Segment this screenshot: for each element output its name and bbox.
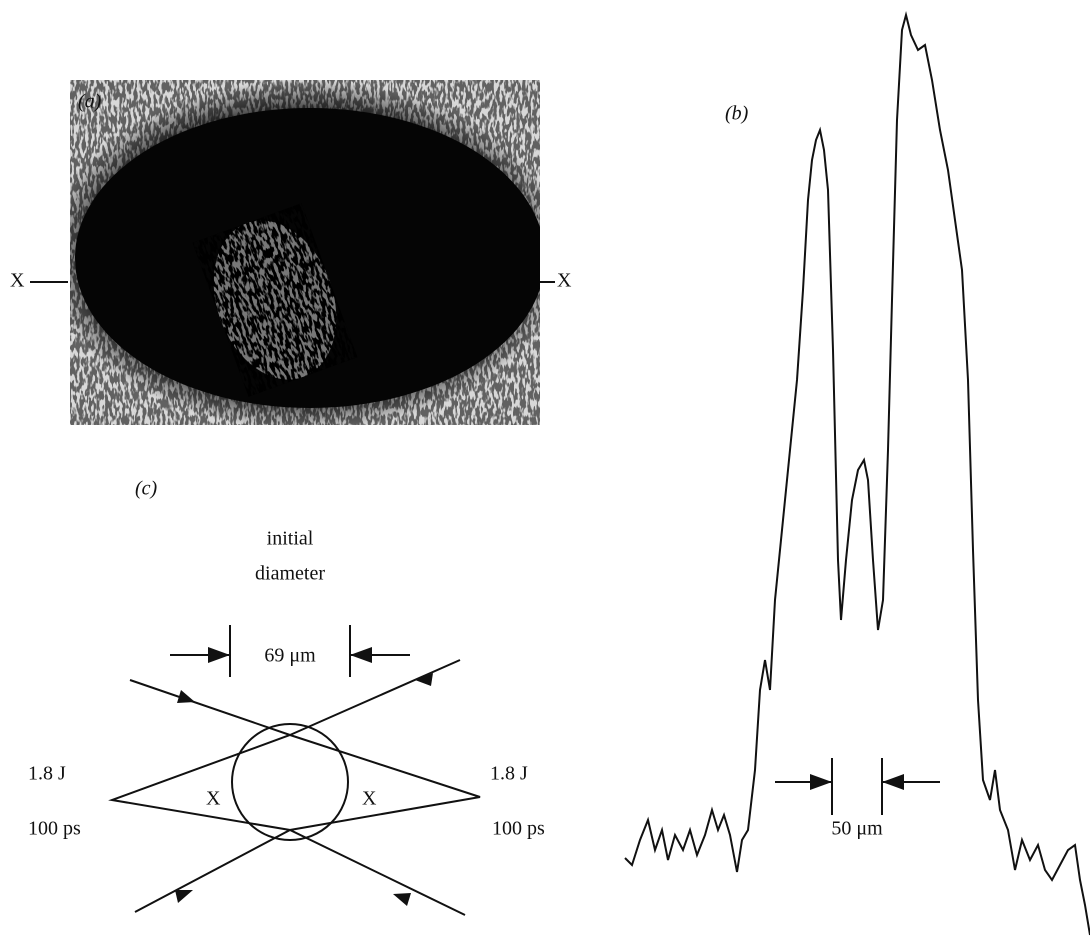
scale-label: 50 μm <box>831 818 883 840</box>
trace <box>625 15 1090 935</box>
panel-label: (a) <box>78 91 102 113</box>
arrowhead <box>175 890 193 903</box>
caption-line: initial <box>267 528 314 550</box>
duration-label: 100 ps <box>492 818 545 840</box>
energy-label: 1.8 J <box>490 763 528 785</box>
arrowhead <box>882 774 904 790</box>
photo <box>45 80 565 430</box>
beam <box>130 680 480 912</box>
target <box>232 724 348 840</box>
marker: X <box>10 270 25 292</box>
arrowhead <box>208 647 230 663</box>
arrowhead <box>177 690 195 703</box>
figure: (a) X X (b) 50 μm (c) initial diameter 6… <box>0 0 1090 943</box>
region-label: X <box>362 788 377 810</box>
region-label: X <box>206 788 221 810</box>
energy-label: 1.8 J <box>28 763 66 785</box>
caption-line: diameter <box>255 563 325 585</box>
width-label: 69 μm <box>264 645 316 667</box>
panel-label: (b) <box>725 103 749 125</box>
arrowhead <box>810 774 832 790</box>
marker: X <box>557 270 572 292</box>
arrowhead <box>350 647 372 663</box>
arrowhead <box>393 893 411 906</box>
beam <box>112 660 465 915</box>
panel-label: (c) <box>135 478 158 500</box>
duration-label: 100 ps <box>28 818 81 840</box>
